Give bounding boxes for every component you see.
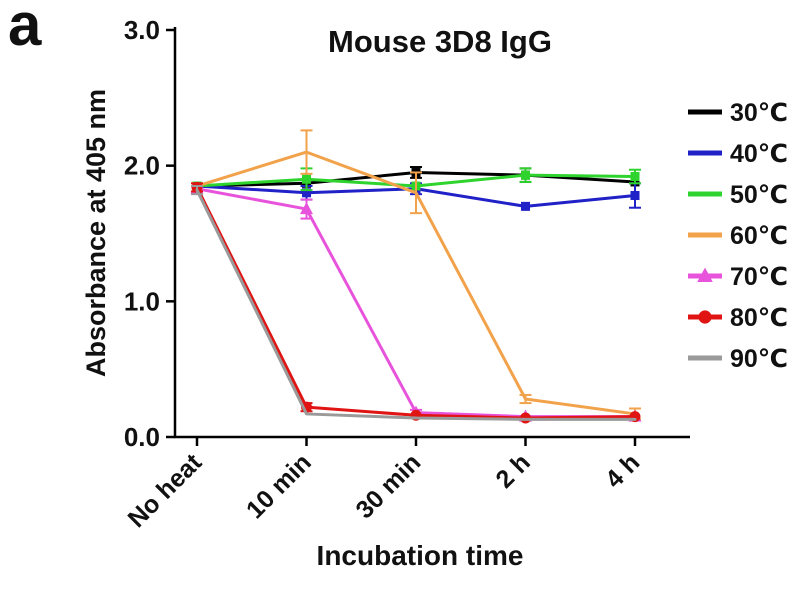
- legend-item: 30℃: [688, 99, 788, 127]
- legend-item: 60℃: [688, 222, 788, 250]
- x-tick-label: 4 h: [600, 448, 645, 493]
- series-60℃: [195, 129, 641, 421]
- series-90℃: [191, 185, 637, 421]
- legend-label: 50℃: [730, 181, 788, 209]
- marker-square: [630, 172, 640, 182]
- marker-triangle: [300, 202, 313, 215]
- series-line: [195, 187, 637, 419]
- y-tick-label: 0.0: [124, 422, 160, 452]
- legend-label: 60℃: [730, 222, 788, 250]
- legend-label: 40℃: [730, 140, 788, 168]
- legend-label: 90℃: [730, 345, 788, 373]
- series-line: [195, 150, 637, 416]
- marker-square: [521, 170, 530, 180]
- y-axis-title: Absorbance at 405 nm: [81, 89, 111, 377]
- legend-item: 40℃: [688, 140, 788, 168]
- series-line: [195, 188, 637, 421]
- legend-item: 90℃: [688, 345, 788, 373]
- panel-letter: a: [8, 0, 42, 58]
- marker-circle: [698, 310, 712, 324]
- legend-item: 80℃: [688, 304, 788, 332]
- marker-square: [302, 188, 311, 198]
- y-tick-label: 2.0: [124, 151, 160, 181]
- x-axis-title: Incubation time: [317, 540, 524, 571]
- series-group: [190, 129, 642, 424]
- x-tick-label: 30 min: [350, 448, 426, 524]
- legend-label: 30℃: [730, 99, 788, 127]
- marker-square: [521, 201, 530, 211]
- legend-item: 50℃: [688, 181, 788, 209]
- marker-square: [302, 174, 311, 184]
- x-tick-label: No heat: [123, 448, 208, 533]
- axes-group: 0.0 1.0 2.0 3.0 No heat 10 min 30 min 2 h 4 h: [123, 15, 690, 533]
- legend-label: 80℃: [730, 304, 788, 332]
- series-80℃: [191, 181, 641, 424]
- legend-label: 70℃: [730, 263, 788, 291]
- marker-triangle: [697, 267, 713, 282]
- legend-item: 70℃: [688, 263, 788, 291]
- y-tick-label: 3.0: [124, 15, 160, 45]
- series-70℃: [190, 181, 642, 422]
- marker-square: [630, 191, 640, 201]
- chart-title: Mouse 3D8 IgG: [328, 24, 552, 59]
- y-tick-label: 1.0: [124, 286, 160, 316]
- legend-group: 30℃ 40℃ 50℃ 60℃ 70℃ 80℃ 90℃: [688, 99, 788, 373]
- x-tick-label: 2 h: [490, 448, 535, 493]
- x-tick-label: 10 min: [241, 448, 317, 524]
- series-line: [195, 185, 637, 420]
